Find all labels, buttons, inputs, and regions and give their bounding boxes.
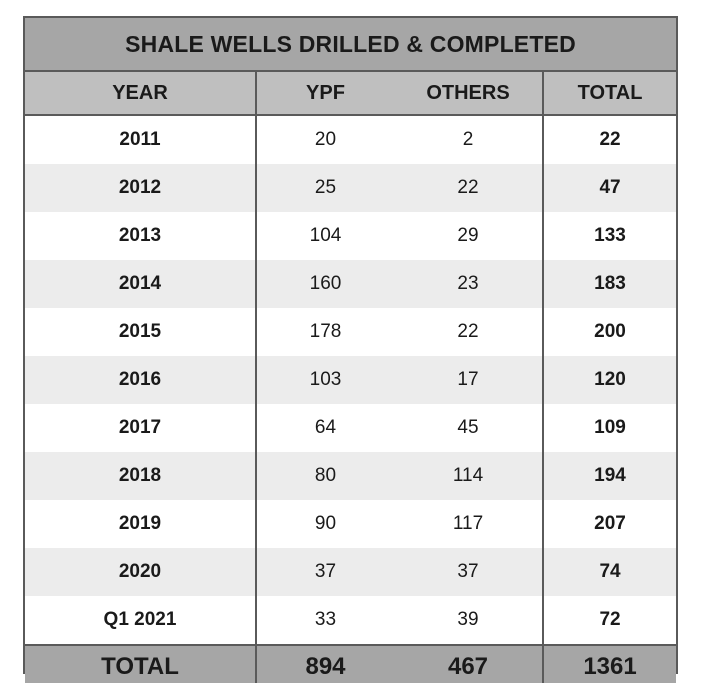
table-row: 2019 90 117 207 [25,500,677,548]
cell-total: 22 [543,115,677,164]
cell-year: 2012 [25,164,257,212]
cell-ypf: 64 [256,404,394,452]
cell-others: 23 [394,260,544,308]
table-row: 2017 64 45 109 [25,404,677,452]
cell-total: 133 [543,212,677,260]
cell-ypf: 33 [256,596,394,645]
cell-total: 194 [543,452,677,500]
cell-ypf: 20 [256,115,394,164]
cell-others: 22 [394,308,544,356]
totals-row: TOTAL 894 467 1361 [25,644,677,683]
table-row: 2014 160 23 183 [25,260,677,308]
header-ypf: YPF [256,71,394,116]
table-row: 2011 20 2 22 [25,115,677,164]
cell-year: 2014 [25,260,257,308]
cell-ypf: 178 [256,308,394,356]
cell-year: 2019 [25,500,257,548]
table-frame: SHALE WELLS DRILLED & COMPLETED YEAR YPF… [23,16,678,683]
cell-others: 114 [394,452,544,500]
cell-others: 45 [394,404,544,452]
table-row: 2013 104 29 133 [25,212,677,260]
cell-total: 109 [543,404,677,452]
cell-others: 17 [394,356,544,404]
cell-others: 22 [394,164,544,212]
table-row: 2018 80 114 194 [25,452,677,500]
totals-others: 467 [394,644,544,683]
table-row: Q1 2021 33 39 72 [25,596,677,645]
cell-total: 207 [543,500,677,548]
shale-wells-table: SHALE WELLS DRILLED & COMPLETED YEAR YPF… [25,18,677,683]
totals-total: 1361 [543,644,677,683]
cell-others: 37 [394,548,544,596]
header-total: TOTAL [543,71,677,116]
table-row: 2015 178 22 200 [25,308,677,356]
cell-total: 74 [543,548,677,596]
totals-label: TOTAL [25,644,257,683]
table-row: 2016 103 17 120 [25,356,677,404]
cell-year: 2020 [25,548,257,596]
cell-others: 39 [394,596,544,645]
cell-others: 29 [394,212,544,260]
cell-total: 72 [543,596,677,645]
cell-total: 200 [543,308,677,356]
cell-year: 2018 [25,452,257,500]
header-others: OTHERS [394,71,544,116]
cell-ypf: 160 [256,260,394,308]
table-header-row: YEAR YPF OTHERS TOTAL [25,71,677,116]
header-year: YEAR [25,71,257,116]
cell-ypf: 37 [256,548,394,596]
cell-year: 2017 [25,404,257,452]
cell-year: 2015 [25,308,257,356]
table-title: SHALE WELLS DRILLED & COMPLETED [25,18,677,72]
table-row: 2012 25 22 47 [25,164,677,212]
cell-total: 120 [543,356,677,404]
cell-ypf: 104 [256,212,394,260]
cell-total: 47 [543,164,677,212]
cell-year: Q1 2021 [25,596,257,645]
cell-others: 2 [394,115,544,164]
cell-ypf: 80 [256,452,394,500]
cell-others: 117 [394,500,544,548]
cell-year: 2011 [25,115,257,164]
cell-ypf: 25 [256,164,394,212]
table-title-row: SHALE WELLS DRILLED & COMPLETED [25,18,677,72]
cell-ypf: 103 [256,356,394,404]
table-row: 2020 37 37 74 [25,548,677,596]
totals-ypf: 894 [256,644,394,683]
cell-year: 2016 [25,356,257,404]
table-body: 2011 20 2 22 2012 25 22 47 2013 104 29 133 2014 160 23… [25,115,677,645]
cell-year: 2013 [25,212,257,260]
cell-total: 183 [543,260,677,308]
cell-ypf: 90 [256,500,394,548]
